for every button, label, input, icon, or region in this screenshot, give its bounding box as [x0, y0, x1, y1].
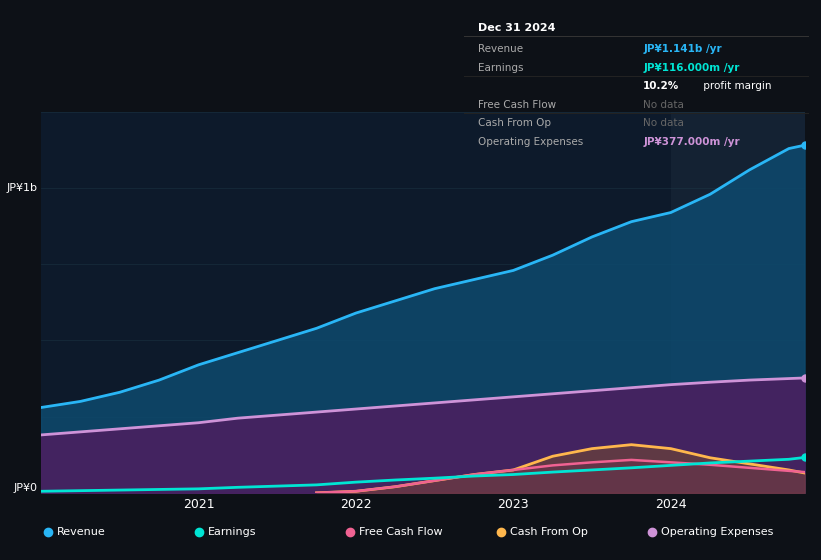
Text: profit margin: profit margin	[700, 81, 772, 91]
Text: Dec 31 2024: Dec 31 2024	[478, 23, 555, 33]
Text: Revenue: Revenue	[57, 527, 106, 537]
Text: Revenue: Revenue	[478, 44, 523, 54]
Text: Operating Expenses: Operating Expenses	[661, 527, 773, 537]
Text: JP¥1b: JP¥1b	[7, 183, 37, 193]
Text: Free Cash Flow: Free Cash Flow	[478, 100, 556, 110]
Text: Operating Expenses: Operating Expenses	[478, 137, 583, 147]
Text: JP¥116.000m /yr: JP¥116.000m /yr	[643, 63, 740, 73]
Text: Earnings: Earnings	[208, 527, 257, 537]
Text: Cash From Op: Cash From Op	[510, 527, 588, 537]
Bar	[464, 36, 809, 37]
Text: Free Cash Flow: Free Cash Flow	[359, 527, 443, 537]
Text: Cash From Op: Cash From Op	[478, 118, 551, 128]
Bar	[671, 112, 805, 493]
Text: JP¥377.000m /yr: JP¥377.000m /yr	[643, 137, 740, 147]
Text: Earnings: Earnings	[478, 63, 523, 73]
Text: No data: No data	[643, 100, 684, 110]
Text: JP¥1.141b /yr: JP¥1.141b /yr	[643, 44, 722, 54]
Text: JP¥0: JP¥0	[13, 483, 37, 493]
Text: No data: No data	[643, 118, 684, 128]
Text: 10.2%: 10.2%	[643, 81, 680, 91]
